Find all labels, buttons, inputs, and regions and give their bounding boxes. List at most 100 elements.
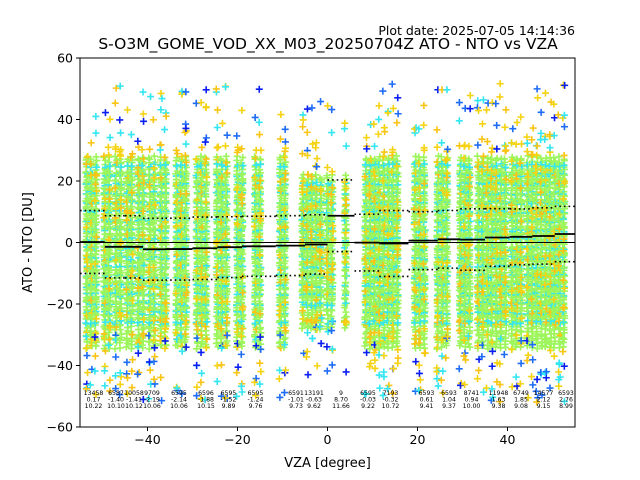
- data-point: [139, 256, 147, 264]
- data-point: [105, 341, 113, 349]
- data-point: [129, 250, 137, 258]
- data-point: [93, 233, 101, 241]
- data-point: [124, 106, 131, 114]
- data-point: [106, 298, 114, 306]
- data-point: [91, 197, 99, 205]
- data-point: [104, 258, 112, 266]
- data-point: [105, 219, 113, 227]
- data-point: [139, 197, 147, 205]
- data-point: [101, 331, 109, 339]
- data-point: [122, 343, 130, 351]
- data-point: [92, 211, 100, 219]
- data-point: [139, 217, 147, 225]
- data-point: [116, 197, 124, 205]
- data-point: [92, 273, 100, 281]
- data-point: [104, 143, 112, 151]
- data-point: [101, 347, 109, 355]
- data-point: [116, 287, 124, 295]
- data-point: [91, 226, 99, 234]
- data-point: [138, 283, 146, 291]
- data-point: [82, 273, 90, 281]
- data-point: [105, 304, 113, 312]
- data-point: [105, 177, 113, 185]
- data-point: [112, 353, 120, 361]
- data-point: [127, 318, 135, 326]
- data-point: [105, 285, 113, 293]
- data-point: [116, 116, 124, 124]
- data-point: [116, 231, 124, 239]
- data-point: [87, 160, 95, 168]
- data-point: [87, 139, 95, 147]
- chart-title: S-O3M_GOME_VOD_XX_M03_20250704Z ATO - NT…: [98, 35, 558, 54]
- data-point: [91, 279, 99, 287]
- data-point: [139, 207, 147, 215]
- data-point: [91, 352, 99, 360]
- data-point: [112, 84, 120, 92]
- data-point: [116, 278, 124, 286]
- data-point: [101, 109, 109, 117]
- data-point: [106, 134, 114, 142]
- data-point: [127, 256, 135, 264]
- data-point: [117, 312, 125, 320]
- data-point: [92, 180, 100, 188]
- data-point: [134, 284, 142, 292]
- data-point: [128, 196, 136, 204]
- data-point: [116, 309, 124, 317]
- data-point: [105, 151, 113, 159]
- data-point: [145, 338, 153, 346]
- data-point: [92, 250, 100, 258]
- data-point: [87, 203, 95, 211]
- data-point: [87, 320, 95, 328]
- data-point: [105, 210, 113, 218]
- data-point: [116, 151, 124, 159]
- data-point: [138, 146, 146, 154]
- data-point: [134, 349, 142, 357]
- data-point: [134, 164, 142, 172]
- data-point: [91, 244, 99, 252]
- data-point: [111, 99, 119, 107]
- data-point: [127, 311, 135, 319]
- data-point: [139, 306, 147, 314]
- data-point: [123, 390, 131, 398]
- data-point: [139, 110, 147, 118]
- data-point: [82, 294, 90, 302]
- data-point: [128, 162, 136, 170]
- data-point: [116, 82, 124, 90]
- data-point: [145, 345, 153, 353]
- data-point: [112, 323, 120, 331]
- data-point: [100, 214, 108, 222]
- data-point: [135, 275, 143, 283]
- data-point: [111, 320, 119, 328]
- data-point: [91, 305, 99, 313]
- data-point: [106, 324, 114, 332]
- data-point: [106, 195, 114, 203]
- data-point: [146, 328, 154, 336]
- data-point: [91, 260, 99, 268]
- data-point: [101, 367, 109, 375]
- data-point: [106, 376, 114, 384]
- data-point: [82, 280, 90, 288]
- data-point: [139, 88, 147, 96]
- data-point: [128, 150, 136, 158]
- data-point: [123, 207, 131, 215]
- data-point: [112, 176, 120, 184]
- data-point: [134, 343, 142, 351]
- data-point: [123, 279, 131, 287]
- data-point: [139, 253, 147, 261]
- data-point: [104, 189, 112, 197]
- data-point: [112, 385, 120, 393]
- data-point: [92, 293, 100, 301]
- data-point: [112, 205, 120, 213]
- data-point: [128, 290, 136, 298]
- data-point: [138, 231, 146, 239]
- data-point: [106, 335, 114, 343]
- data-point: [140, 117, 148, 125]
- data-point: [92, 205, 100, 213]
- data-point: [128, 189, 136, 197]
- data-point: [128, 367, 136, 375]
- data-point: [134, 204, 142, 212]
- data-point: [134, 370, 142, 378]
- data-point: [93, 187, 101, 195]
- data-point: [106, 246, 113, 254]
- data-point: [92, 129, 100, 137]
